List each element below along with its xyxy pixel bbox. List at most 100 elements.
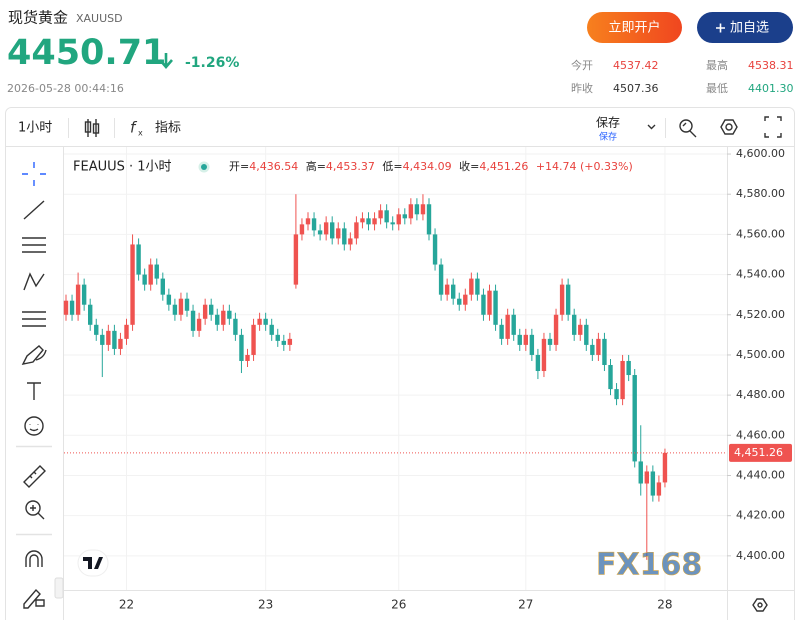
timestamp: 2026-05-28 00:44:16 [7,82,124,95]
stat-label: 昨收 [571,81,593,95]
text-tool[interactable] [27,382,41,400]
candle-body [559,284,565,315]
candle-body [184,298,190,311]
legend-label: 低= [382,160,402,173]
stat-value: 4538.31 [748,59,794,72]
candle-body [529,334,535,355]
indicators[interactable]: 指标 [155,121,181,136]
candle-body [100,334,105,345]
candle-type-icon[interactable] [84,119,100,137]
candle-body [372,218,377,225]
candle-body [644,471,649,484]
tv-logo [83,557,103,569]
y-tick-label: 4,540.00 [736,268,785,281]
candle-body [360,218,365,223]
legend-label: 开= [229,160,249,173]
fullscreen-icon[interactable] [764,116,782,138]
candle-body [124,324,129,339]
candle-body [269,324,274,335]
settings-icon-center [725,123,733,131]
y-tick-label: 4,500.00 [736,348,785,361]
candle-body [523,334,528,345]
candle-body [81,284,87,305]
candle-body [662,452,668,483]
candle-body [451,284,456,299]
zoom-tool[interactable] [25,500,41,516]
candle-body [215,314,220,325]
brush-tool[interactable] [21,345,47,365]
chart-layer: 4,400.00 4,420.00 4,440.00 4,460.00 4,480.00… [63,147,792,612]
pattern-tool[interactable] [23,272,45,291]
candle-body [148,264,153,285]
candle-body [469,278,474,295]
zoom-glyph [30,505,45,520]
watchlist-label: 加自选 [730,21,769,36]
candle-body [505,314,510,339]
stat-value: 4401.30 [748,82,794,95]
ruler-tool[interactable] [23,465,46,488]
candle-body [227,310,232,319]
tv-logo-bg [77,549,109,577]
stat-value: 4537.42 [613,59,659,72]
settings-icon[interactable] [720,119,738,135]
chevron[interactable] [647,124,656,130]
fx-icon[interactable]: f [130,119,138,137]
quick-search-icon[interactable] [679,119,697,138]
candle-body [602,338,607,365]
candle-body [281,340,286,345]
candle-body [541,338,547,372]
collapse-handle[interactable] [54,577,64,599]
fx-icon-sub: x [138,129,143,138]
interval[interactable]: 1小时 [18,121,52,136]
candle-body [481,294,486,315]
open-account-button[interactable] [587,12,682,43]
symbol: XAUUSD [76,12,123,25]
candle-body [366,218,371,225]
legend-label: 收= [459,159,479,173]
x-tick-label: 28 [657,598,672,612]
candle-body [596,338,601,355]
x-tick-label: 26 [391,598,406,612]
candle-body [475,278,480,295]
candle-body [493,290,498,325]
candle-body [196,318,202,331]
projection-tool[interactable] [22,311,46,327]
candle-body [354,222,359,239]
legend-ohlc: 开=4,436.54 高=4,453.37 低=4,434.09 收=4,451… [229,159,633,173]
save[interactable]: 保存 [596,116,620,130]
fib-tool[interactable] [22,237,46,253]
candle-body [396,214,401,225]
candle-body [299,224,305,235]
x-tick-label: 23 [258,598,273,612]
candle-body [178,298,184,315]
magnet-tool[interactable] [25,550,43,567]
candle-body [106,330,111,345]
drawing-tools [16,162,52,609]
candle-body [342,228,347,245]
candle-body [656,482,662,496]
emoji-tool[interactable] [24,416,44,436]
save-sub: 保存 [599,131,617,143]
candle-body [584,324,589,345]
watchlist-button[interactable] [697,12,793,43]
lock-tool[interactable] [23,588,45,609]
candle-body [614,389,619,400]
candle-body [166,294,172,305]
legend-value: 4,451.26 [479,160,528,173]
candle-body [378,210,383,219]
last-price-label: 4,451.26 [734,446,783,459]
crosshair-tool[interactable] [22,162,46,186]
candle-body [112,330,117,349]
candle-body [287,338,293,345]
legend-value: 4,436.54 [249,160,298,173]
trend-line-tool[interactable] [23,200,45,220]
candle-body [130,244,135,325]
candle-body [608,364,613,390]
candle-body [638,461,643,484]
axis-settings-icon[interactable] [752,598,768,612]
candle-body [221,310,226,325]
candle-body [632,375,637,462]
watermark: FX168 [596,548,702,583]
candle-body [547,338,553,345]
